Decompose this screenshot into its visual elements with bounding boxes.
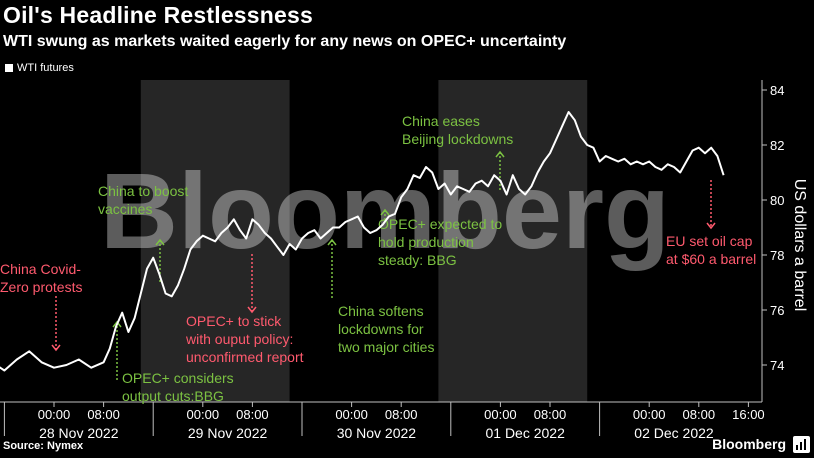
annotation-1: OPEC+ considers output cuts:BBG (112, 320, 234, 404)
annotation-2: China to boost vaccines (98, 183, 188, 282)
annotation-line: at $60 a barrel (666, 251, 756, 267)
y-tick-label: 78 (770, 248, 784, 263)
y-tick-label: 82 (770, 138, 784, 153)
annotation-arrow-head (706, 222, 716, 230)
y-axis-title: US dollars a barrel (791, 179, 808, 312)
annotation-line: China eases (402, 113, 480, 129)
annotation-arrow-head (155, 238, 165, 246)
annotation-line: output cuts:BBG (122, 388, 224, 404)
annotation-line: Beijing lockdowns (402, 131, 513, 147)
x-tick-label: 00:00 (38, 407, 71, 422)
annotation-label: China to boost vaccines (98, 183, 188, 217)
y-tick-label: 84 (770, 83, 784, 98)
annotation-line: OPEC+ to stick (186, 313, 282, 329)
annotation-line: China Covid- (0, 261, 81, 277)
annotation-label: China softens lockdowns for two major citi… (338, 303, 434, 355)
annotation-line: EU set oil cap (666, 233, 753, 249)
annotation-arrow-head (495, 150, 505, 158)
annotation-line: with ouput policy: (185, 331, 293, 347)
x-tick-label: 08:00 (534, 407, 567, 422)
legend-swatch (5, 64, 13, 72)
annotation-arrow-head (51, 344, 61, 352)
legend-label: WTI futures (17, 62, 74, 74)
annotation-line: steady: BBG (378, 252, 457, 268)
y-tick-label: 76 (770, 303, 784, 318)
date-label: 28 Nov 2022 (39, 425, 119, 441)
annotation-label: OPEC+ to stick with ouput policy: unconfir… (185, 313, 304, 365)
y-tick-label: 74 (770, 358, 784, 373)
annotation-label: China eases Beijing lockdowns (402, 113, 513, 147)
annotation-line: hold production (378, 234, 474, 250)
x-tick-label: 00:00 (633, 407, 666, 422)
chart-subtitle: WTI swung as markets waited eagerly for … (3, 33, 567, 50)
y-tick-label: 80 (770, 193, 784, 208)
series-layer (0, 111, 725, 372)
annotation-line: China to boost (98, 183, 188, 199)
x-tick-label: 08:00 (87, 407, 120, 422)
annotation-label: China Covid- Zero protests (0, 261, 82, 295)
date-label: 30 Nov 2022 (337, 425, 417, 441)
x-tick-label: 08:00 (683, 407, 716, 422)
annotations: China Covid- Zero protests OPEC+ considers… (0, 113, 756, 404)
x-tick-label: 08:00 (385, 407, 418, 422)
annotation-arrow-head (380, 208, 390, 216)
annotation-line: unconfirmed report (186, 349, 304, 365)
annotation-label: EU set oil cap at $60 a barrel (666, 233, 756, 267)
axes: 74 76 78 80 82 84 US dollars a barrel 00:00 08:0… (0, 80, 808, 441)
annotation-arrow-head (327, 238, 337, 246)
annotation-label: OPEC+ considers output cuts:BBG (122, 370, 234, 404)
annotation-line: China softens (338, 303, 424, 319)
annotation-label: OPEC+ expected to hold production steady: … (378, 216, 502, 268)
x-tick-label: 00:00 (484, 407, 517, 422)
annotation-6: China eases Beijing lockdowns (402, 113, 513, 190)
x-tick-label: 08:00 (236, 407, 269, 422)
date-label: 01 Dec 2022 (485, 425, 565, 441)
series-line-0 (0, 111, 725, 372)
session-shading (140, 80, 588, 402)
date-label: 29 Nov 2022 (188, 425, 268, 441)
annotation-line: lockdowns for (338, 321, 424, 337)
x-tick-label: 16:00 (732, 407, 765, 422)
annotation-line: OPEC+ considers (122, 370, 234, 386)
annotation-4: China softens lockdowns for two major citi… (327, 238, 434, 355)
annotation-5: OPEC+ expected to hold production steady: … (378, 208, 502, 268)
legend: WTI futures (5, 62, 74, 74)
chart-title: Oil's Headline Restlessness (3, 2, 314, 28)
annotation-0: China Covid- Zero protests (0, 261, 82, 352)
brand-logo-text: Bloomberg (712, 436, 786, 452)
annotation-line: vaccines (98, 201, 152, 217)
x-tick-label: 00:00 (335, 407, 368, 422)
brand-icon (793, 436, 810, 453)
annotation-line: Zero protests (0, 279, 82, 295)
annotation-7: EU set oil cap at $60 a barrel (666, 180, 756, 267)
date-label: 02 Dec 2022 (634, 425, 714, 441)
shaded-session-1 (438, 80, 588, 402)
annotation-arrow-head (247, 306, 257, 314)
annotation-line: OPEC+ expected to (378, 216, 502, 232)
x-tick-label: 00:00 (187, 407, 220, 422)
annotation-line: two major cities (338, 339, 434, 355)
source-note: Source: Nymex (3, 440, 84, 452)
annotation-3: OPEC+ to stick with ouput policy: unconfir… (185, 254, 304, 365)
